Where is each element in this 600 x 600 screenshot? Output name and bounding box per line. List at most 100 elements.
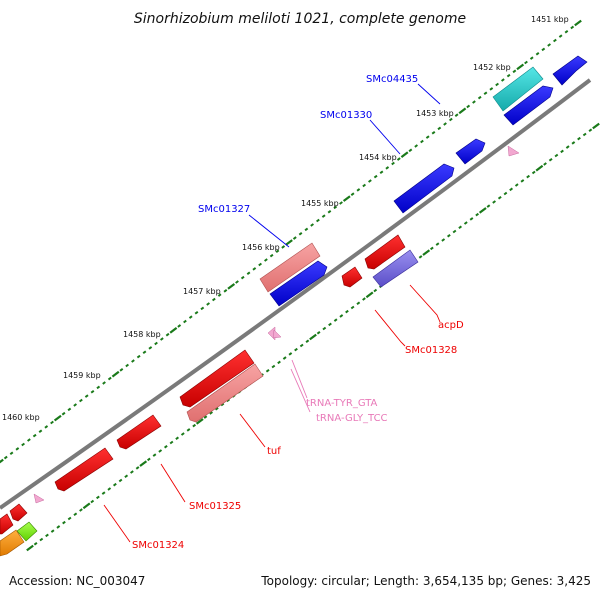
minor-tick <box>469 217 474 221</box>
minor-tick <box>148 346 153 350</box>
minor-tick <box>45 533 49 538</box>
minor-tick <box>158 449 163 453</box>
gene-SMc01328[interactable] <box>364 234 406 270</box>
minor-tick <box>79 508 83 512</box>
minor-tick <box>483 91 488 96</box>
gene-SMc04435[interactable] <box>492 66 544 112</box>
minor-tick <box>90 389 95 394</box>
minor-tick <box>356 188 361 192</box>
minor-tick <box>152 453 157 457</box>
minor-tick <box>27 438 31 442</box>
minor-tick <box>264 258 268 262</box>
minor-tick <box>475 212 480 217</box>
gene-tuf[interactable] <box>179 349 255 408</box>
gene-forward-1451[interactable] <box>552 55 588 86</box>
minor-tick <box>73 403 78 407</box>
minor-tick <box>62 520 66 525</box>
gene-reverse-small[interactable] <box>341 266 363 288</box>
minor-tick <box>21 442 25 447</box>
major-tick <box>365 291 374 299</box>
kbp-label: 1458 kbp <box>123 330 161 339</box>
minor-tick <box>564 30 569 34</box>
major-tick <box>516 63 525 71</box>
minor-tick <box>183 319 187 324</box>
minor-tick <box>310 223 314 227</box>
gene-orange[interactable] <box>0 529 25 557</box>
minor-tick <box>269 253 274 258</box>
minor-tick <box>458 225 463 229</box>
gene-reverse-edge-2[interactable] <box>0 513 14 535</box>
minor-tick <box>420 139 424 144</box>
genome-backbone <box>0 78 592 510</box>
label-tRNA-TYR[interactable]: tRNA-TYR_GTA <box>306 398 378 409</box>
label-SMc01327[interactable]: SMc01327 <box>198 204 250 215</box>
minor-tick <box>441 238 446 242</box>
minor-tick <box>220 402 225 407</box>
label-SMc01325[interactable]: SMc01325 <box>189 501 241 512</box>
minor-tick <box>408 148 413 153</box>
minor-tick <box>159 337 164 341</box>
trna-marker[interactable] <box>507 145 520 157</box>
trna-marker[interactable] <box>33 493 45 504</box>
minor-tick <box>443 122 447 126</box>
minor-tick <box>277 360 281 365</box>
minor-tick <box>558 34 563 38</box>
gene-SMc01330[interactable] <box>393 163 455 214</box>
gene-forward-1456[interactable] <box>269 260 328 307</box>
minor-tick <box>506 73 511 78</box>
minor-tick <box>448 117 453 122</box>
label-tRNA-GLY[interactable]: tRNA-GLY_TCC <box>316 413 388 424</box>
minor-tick <box>570 25 575 30</box>
minor-tick <box>50 529 55 533</box>
minor-tick <box>531 170 536 175</box>
label-tuf[interactable]: tuf <box>267 446 281 457</box>
minor-tick <box>119 368 124 372</box>
minor-tick <box>39 537 44 542</box>
label-acpD[interactable]: acpD <box>438 320 464 331</box>
minor-tick <box>554 153 559 158</box>
minor-tick <box>495 82 499 87</box>
gene-tuf-pink[interactable] <box>186 363 264 423</box>
minor-tick <box>177 324 182 328</box>
label-SMc04435[interactable]: SMc04435 <box>366 74 418 85</box>
minor-tick <box>50 420 54 425</box>
gene-SMc01325[interactable] <box>116 414 162 450</box>
minor-tick <box>154 341 158 346</box>
minor-tick <box>582 132 587 137</box>
minor-tick <box>136 354 141 359</box>
minor-tick <box>73 512 78 517</box>
gene-green[interactable] <box>16 521 38 542</box>
minor-tick <box>526 174 530 179</box>
gene-SMc01327[interactable] <box>259 242 321 293</box>
minor-tick <box>316 218 320 223</box>
minor-tick <box>328 322 332 327</box>
minor-tick <box>56 525 61 529</box>
minor-tick <box>61 411 66 416</box>
minor-tick <box>125 363 130 368</box>
minor-tick <box>529 56 534 60</box>
gene-reverse-edge-1[interactable] <box>9 503 28 522</box>
minor-tick <box>217 293 222 297</box>
kbp-label: 1452 kbp <box>473 63 511 72</box>
genome-summary-text: Topology: circular; Length: 3,654,135 bp… <box>261 574 591 588</box>
minor-tick <box>362 183 367 188</box>
outer-tick-row <box>0 19 582 464</box>
minor-tick <box>163 445 168 449</box>
minor-tick <box>102 381 106 385</box>
minor-tick <box>524 60 528 65</box>
minor-tick <box>165 332 170 337</box>
minor-tick <box>541 47 546 52</box>
minor-tick <box>188 315 193 319</box>
label-SMc01324[interactable]: SMc01324 <box>132 540 184 551</box>
minor-tick <box>44 425 49 429</box>
gene-acpD[interactable] <box>372 249 419 288</box>
major-tick <box>535 164 544 172</box>
trna-marker[interactable] <box>272 329 282 339</box>
label-SMc01330[interactable]: SMc01330 <box>320 110 372 121</box>
gene-SMc01324[interactable] <box>54 447 114 492</box>
forward-genes <box>259 55 588 307</box>
gene-forward-1453[interactable] <box>455 138 486 165</box>
minor-tick <box>112 482 117 487</box>
label-SMc01328[interactable]: SMc01328 <box>405 345 457 356</box>
gene-forward-1452[interactable] <box>503 85 554 126</box>
